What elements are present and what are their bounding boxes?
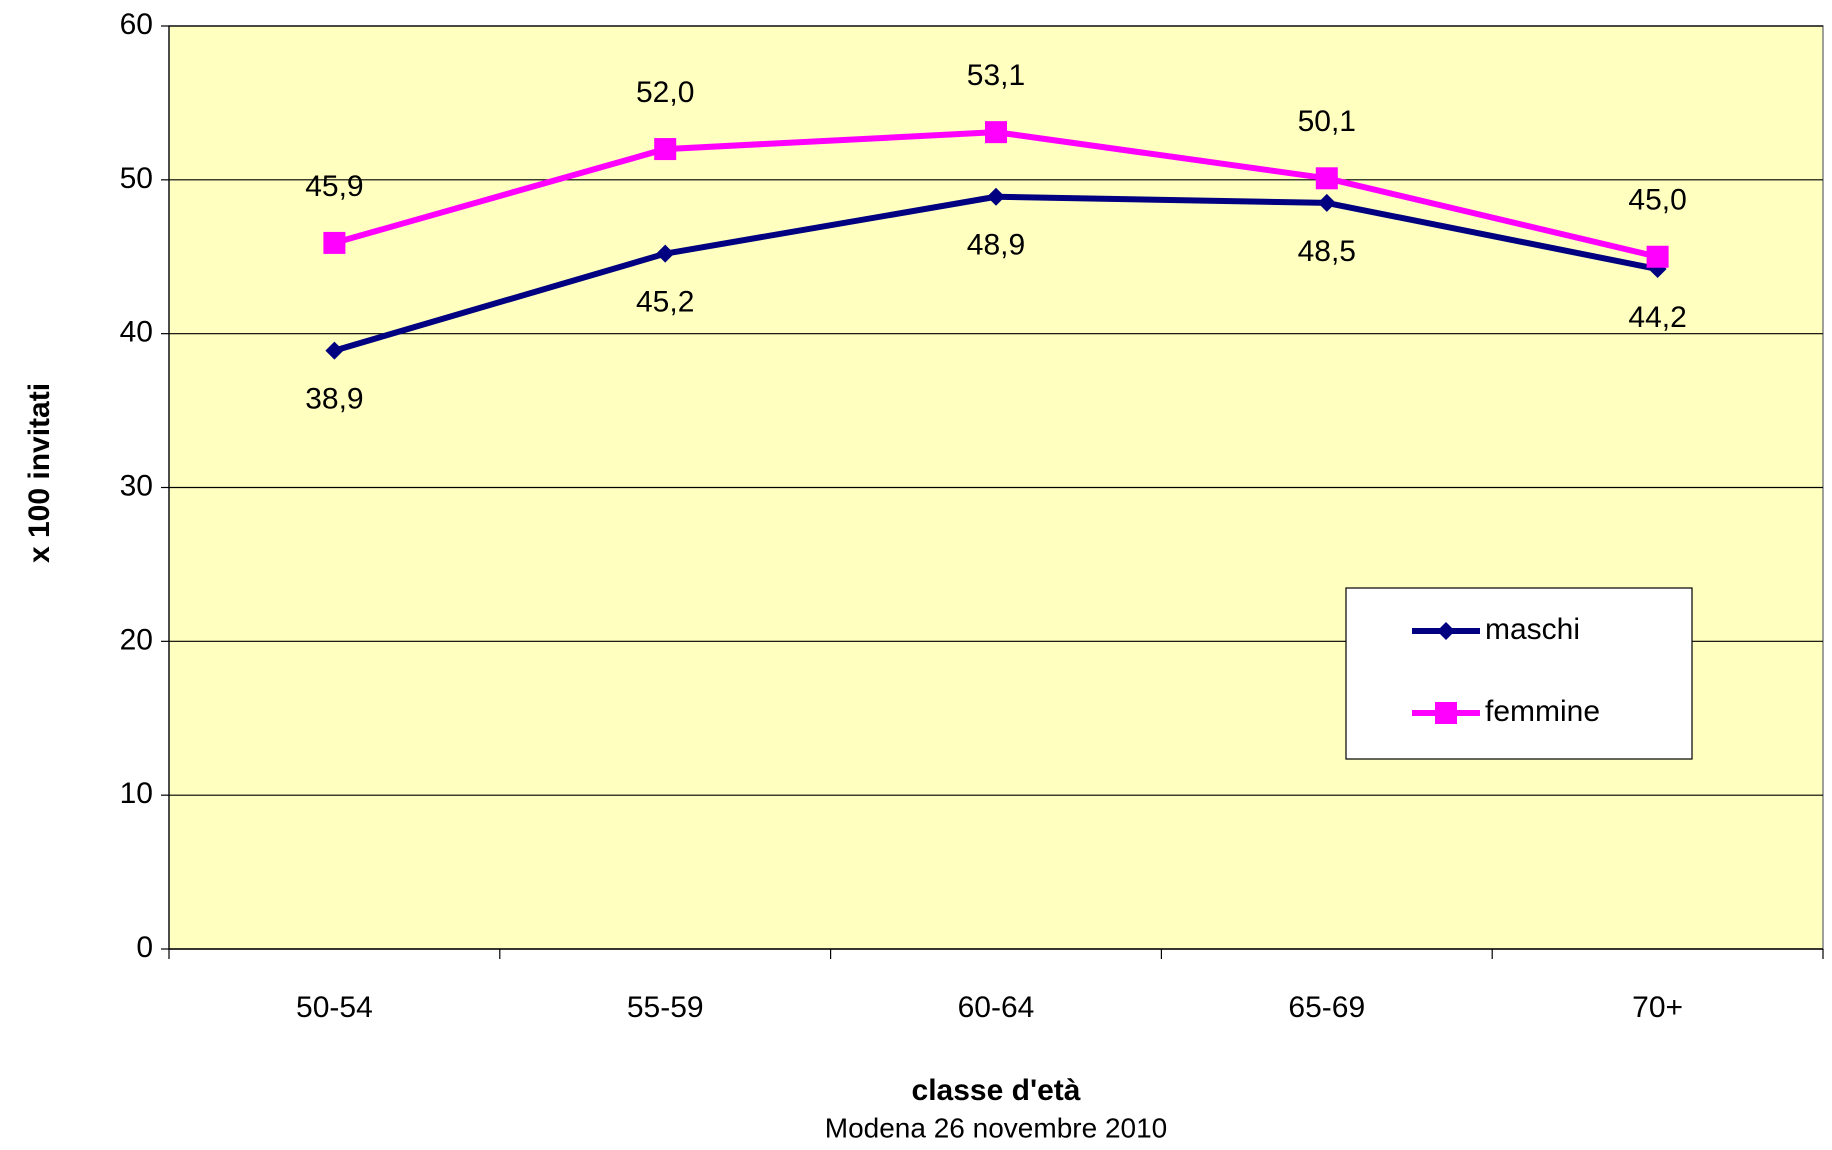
- y-tick-label: 30: [120, 469, 153, 502]
- x-axis-title: classe d'età: [912, 1074, 1081, 1107]
- data-label: 48,9: [967, 229, 1025, 262]
- data-label: 45,2: [636, 286, 694, 319]
- data-label: 50,1: [1298, 105, 1356, 138]
- x-tick-label: 70+: [1632, 991, 1683, 1024]
- data-point: [1317, 193, 1336, 212]
- x-tick-label: 65-69: [1288, 991, 1365, 1024]
- x-tick-label: 55-59: [627, 991, 704, 1024]
- x-tick-label: 60-64: [958, 991, 1035, 1024]
- y-axis-title: x 100 invitati: [23, 383, 56, 563]
- legend-marker: [1435, 702, 1457, 724]
- data-point: [323, 231, 346, 254]
- data-point: [985, 121, 1007, 144]
- y-tick-label: 0: [136, 931, 153, 964]
- data-label: 45,9: [305, 170, 363, 203]
- data-label: 53,1: [967, 59, 1025, 92]
- data-point: [654, 138, 677, 161]
- data-label: 45,0: [1628, 184, 1686, 217]
- data-label: 48,5: [1298, 235, 1356, 268]
- y-tick-label: 40: [120, 316, 153, 349]
- data-point: [1315, 167, 1338, 190]
- data-point: [325, 341, 344, 360]
- data-label: 38,9: [305, 383, 363, 416]
- legend-box: [1345, 587, 1693, 760]
- data-label: 44,2: [1628, 301, 1686, 334]
- legend-marker: [1437, 622, 1455, 640]
- legend-label: maschi: [1485, 613, 1580, 646]
- legend: maschi femmine: [1345, 587, 1693, 760]
- x-tick-label: 50-54: [296, 991, 373, 1024]
- legend-label: femmine: [1485, 695, 1600, 728]
- data-point: [1646, 245, 1669, 268]
- y-tick-label: 50: [120, 162, 153, 195]
- y-tick-label: 20: [120, 623, 153, 656]
- data-point: [987, 187, 1005, 206]
- data-label: 52,0: [636, 76, 694, 109]
- y-tick-label: 10: [120, 777, 153, 810]
- footnote: Modena 26 novembre 2010: [825, 1112, 1167, 1143]
- data-point: [656, 244, 675, 263]
- y-tick-label: 60: [120, 8, 153, 41]
